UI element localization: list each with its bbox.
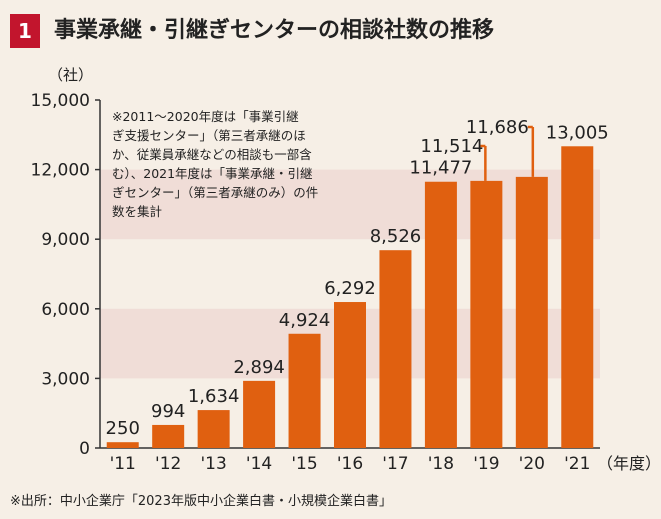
- bar: [334, 302, 366, 448]
- title-badge: 1: [10, 14, 40, 48]
- y-tick-label: 9,000: [41, 230, 90, 250]
- x-axis-unit-label: （年度）: [597, 454, 661, 473]
- value-labels: 2509941,6342,8944,9246,2928,52611,47711,…: [106, 117, 609, 439]
- x-tick-label: '19: [473, 454, 499, 474]
- bar: [106, 442, 139, 448]
- annotation-line: 数を集計: [112, 204, 162, 219]
- x-tick-label: '17: [382, 454, 408, 474]
- x-tick-label: '14: [246, 454, 272, 474]
- value-label: 250: [106, 418, 140, 439]
- y-tick-label: 0: [79, 439, 90, 459]
- y-tick-label: 15,000: [31, 91, 90, 111]
- y-tick-label: 6,000: [41, 300, 90, 320]
- x-tick-label: '13: [200, 454, 226, 474]
- bar: [379, 250, 412, 448]
- annotation-note: ※2011～2020年度は「事業引継ぎ支援センター」（第三者承継のほか、従業員承…: [112, 109, 318, 219]
- annotation-line: む）、2021年度は「事業承継・引継: [112, 166, 313, 181]
- bars: [106, 146, 594, 449]
- x-axis-labels: '11 '12 '13 '14 '15 '16 '17 '18 '19 '20 '21: [110, 454, 591, 474]
- y-tick-label: 3,000: [41, 369, 90, 389]
- y-tick-label: 12,000: [31, 161, 90, 181]
- bar: [561, 146, 594, 448]
- value-label: 11,514: [420, 136, 483, 157]
- bar: [197, 410, 230, 448]
- bar: [152, 424, 185, 448]
- y-axis-ticks: 0 3,000 6,000 9,000 12,000 15,000: [31, 91, 100, 459]
- bar: [424, 181, 457, 449]
- x-tick-label: '16: [337, 454, 363, 474]
- source-note: ※出所：中小企業庁「2023年版中小企業白書・小規模企業白書」: [10, 494, 392, 509]
- bar: [470, 180, 503, 449]
- annotation-line: ※2011～2020年度は「事業引継: [112, 109, 299, 124]
- annotation-line: ぎ支援センター」（第三者承継のほ: [112, 128, 306, 143]
- value-label-connectors: [480, 125, 535, 181]
- x-tick-label: '18: [428, 454, 454, 474]
- bar: [243, 380, 276, 448]
- x-tick-label: '15: [291, 454, 317, 474]
- x-tick-label: '20: [519, 454, 545, 474]
- chart-title: 事業承継・引継ぎセンターの相談社数の推移: [54, 18, 495, 43]
- x-tick-label: '12: [155, 454, 181, 474]
- value-label: 6,292: [324, 278, 376, 299]
- x-tick-label: '11: [110, 454, 136, 474]
- annotation-line: ぎセンター」（第三者承継のみ）の件: [112, 185, 318, 200]
- value-label: 13,005: [546, 122, 609, 143]
- x-tick-label: '21: [564, 454, 590, 474]
- value-label: 11,686: [466, 117, 529, 138]
- y-axis-unit-label: （社）: [48, 66, 93, 84]
- value-label: 994: [151, 401, 185, 422]
- bar: [288, 333, 321, 448]
- value-label: 2,894: [233, 357, 285, 378]
- bar: [515, 176, 548, 448]
- annotation-line: か、従業員承継などの相談も一部含: [112, 147, 312, 162]
- value-label: 1,634: [188, 386, 240, 407]
- value-label: 8,526: [370, 226, 422, 247]
- value-label: 11,477: [409, 158, 472, 179]
- value-label: 4,924: [279, 310, 331, 331]
